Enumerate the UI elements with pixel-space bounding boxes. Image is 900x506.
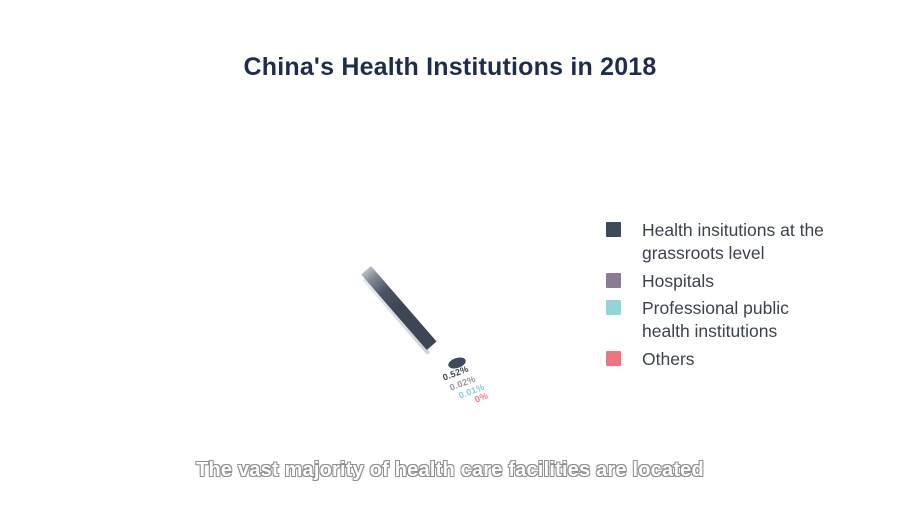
legend-swatch-hospitals (606, 272, 621, 288)
pie-fragment-face (361, 266, 437, 350)
legend-item-others: Others (606, 348, 846, 371)
legend-label-grassroots: Health insitutions at the grassroots lev… (642, 220, 824, 263)
pie-fragment-bar (357, 266, 437, 355)
subtitle-caption: The vast majority of health care facilit… (196, 459, 704, 481)
legend-item-public-health: Professional public health institutions (606, 297, 846, 343)
legend-label-hospitals: Hospitals (642, 270, 714, 291)
legend-item-grassroots: Health insitutions at the grassroots lev… (606, 219, 846, 265)
legend-item-hospitals: Hospitals (606, 270, 846, 293)
chart-legend: Health insitutions at the grassroots lev… (606, 219, 846, 371)
legend-label-public-health: Professional public health institutions (642, 298, 789, 341)
legend-swatch-grassroots (606, 222, 621, 237)
chart-title: China's Health Institutions in 2018 (243, 53, 657, 81)
pie-fragment-edge-highlight (362, 277, 431, 355)
legend-swatch-others (606, 350, 621, 366)
legend-label-others: Others (642, 348, 695, 369)
legend-swatch-public-health (606, 300, 621, 316)
